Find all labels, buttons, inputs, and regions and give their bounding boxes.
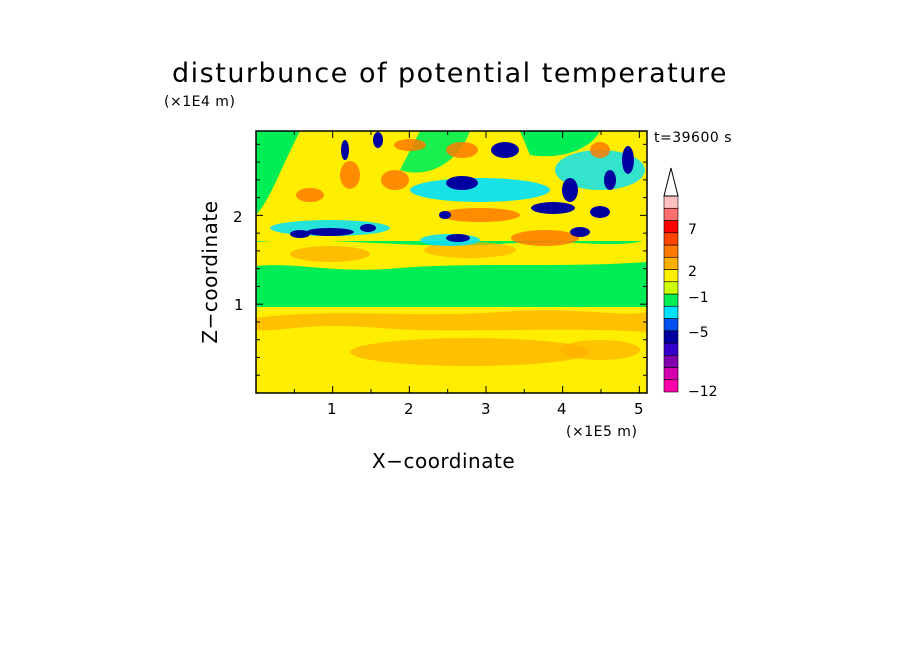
cold-blob-3: [531, 202, 575, 214]
cold-blob-13: [373, 132, 383, 148]
cold-blob-1: [446, 176, 478, 190]
warm-patch-2: [424, 242, 516, 258]
cold-blob-15: [439, 211, 451, 219]
upper-left-green: [256, 131, 300, 215]
x-tick-label-3: 3: [481, 400, 491, 418]
cold-blob-8: [360, 224, 376, 232]
colorbar-swatch: [663, 256, 679, 270]
colorbar-swatch: [663, 354, 679, 368]
y-tick-label-1: 1: [234, 296, 244, 314]
colorbar-swatch: [663, 281, 679, 295]
colorbar-swatch: [663, 232, 679, 246]
x-tick-label-1: 1: [327, 400, 337, 418]
x-tick-label-2: 2: [404, 400, 414, 418]
x-axis-label: X−coordinate: [372, 449, 516, 473]
chart-title: disturbunce of potential temperature: [172, 58, 728, 89]
y-axis-label: Z−coordinate: [198, 200, 222, 344]
x-tick-label-4: 4: [557, 400, 567, 418]
cold-blob-2: [491, 142, 519, 158]
colorbar-tick-neg1: −1: [688, 290, 709, 306]
upper-green-3: [520, 131, 600, 157]
x-tick-label-5: 5: [634, 400, 644, 418]
cold-blob-9: [590, 206, 610, 218]
cool-band-1: [410, 178, 550, 202]
time-label: t=39600 s: [654, 130, 732, 146]
cold-blob-12: [604, 170, 616, 190]
cold-blob-6: [306, 228, 354, 236]
cold-blob-14: [341, 140, 349, 160]
warm-blob-2: [511, 230, 579, 246]
colorbar-swatch: [663, 330, 679, 344]
x-axis-unit: (×1E5 m): [566, 424, 638, 440]
colorbar-swatch: [663, 269, 679, 283]
warm-blob-3: [440, 208, 520, 222]
colorbar-tick-7: 7: [688, 222, 697, 238]
warm-blob-1: [446, 142, 478, 158]
colorbar-swatch: [663, 195, 679, 209]
plot-frame: [255, 130, 648, 394]
band-warm-right: [560, 340, 640, 360]
cold-blob-7: [290, 230, 310, 238]
warm-blob-6: [381, 170, 409, 190]
colorbar-swatch: [663, 207, 679, 221]
colorbar-swatch: [663, 367, 679, 381]
warm-blob-4: [296, 188, 324, 202]
axis-ticks: [256, 131, 647, 393]
cold-blob-11: [622, 146, 634, 174]
band-warm-lower: [256, 310, 647, 332]
warm-blob-7: [590, 142, 610, 158]
colorbar-swatch: [663, 342, 679, 356]
y-tick-label-2: 2: [233, 208, 243, 226]
cold-blob-5: [446, 234, 470, 242]
colorbar-tick-neg5: −5: [688, 325, 709, 341]
colorbar-swatch: [663, 305, 679, 319]
colorbar-tick-neg12: −12: [688, 384, 718, 400]
colorbar-tick-2: 2: [688, 264, 697, 280]
contour-field: [256, 131, 647, 393]
colorbar-swatch: [663, 244, 679, 258]
colorbar-swatch: [663, 293, 679, 307]
band-surface-bottom: [256, 377, 647, 393]
band-neutral: [256, 263, 647, 306]
colorbar-arrow: [663, 167, 679, 197]
band-warm-mid: [350, 338, 590, 366]
y-axis-unit: (×1E4 m): [164, 94, 236, 110]
colorbar-swatch: [663, 318, 679, 332]
warm-blob-5: [340, 161, 360, 189]
warm-blob-8: [394, 139, 426, 151]
cold-blob-10: [562, 178, 578, 202]
colorbar-swatch: [663, 379, 679, 393]
warm-patch-1: [290, 246, 370, 262]
cold-blob-4: [570, 227, 590, 237]
colorbar: [663, 167, 679, 393]
colorbar-swatch: [663, 220, 679, 234]
